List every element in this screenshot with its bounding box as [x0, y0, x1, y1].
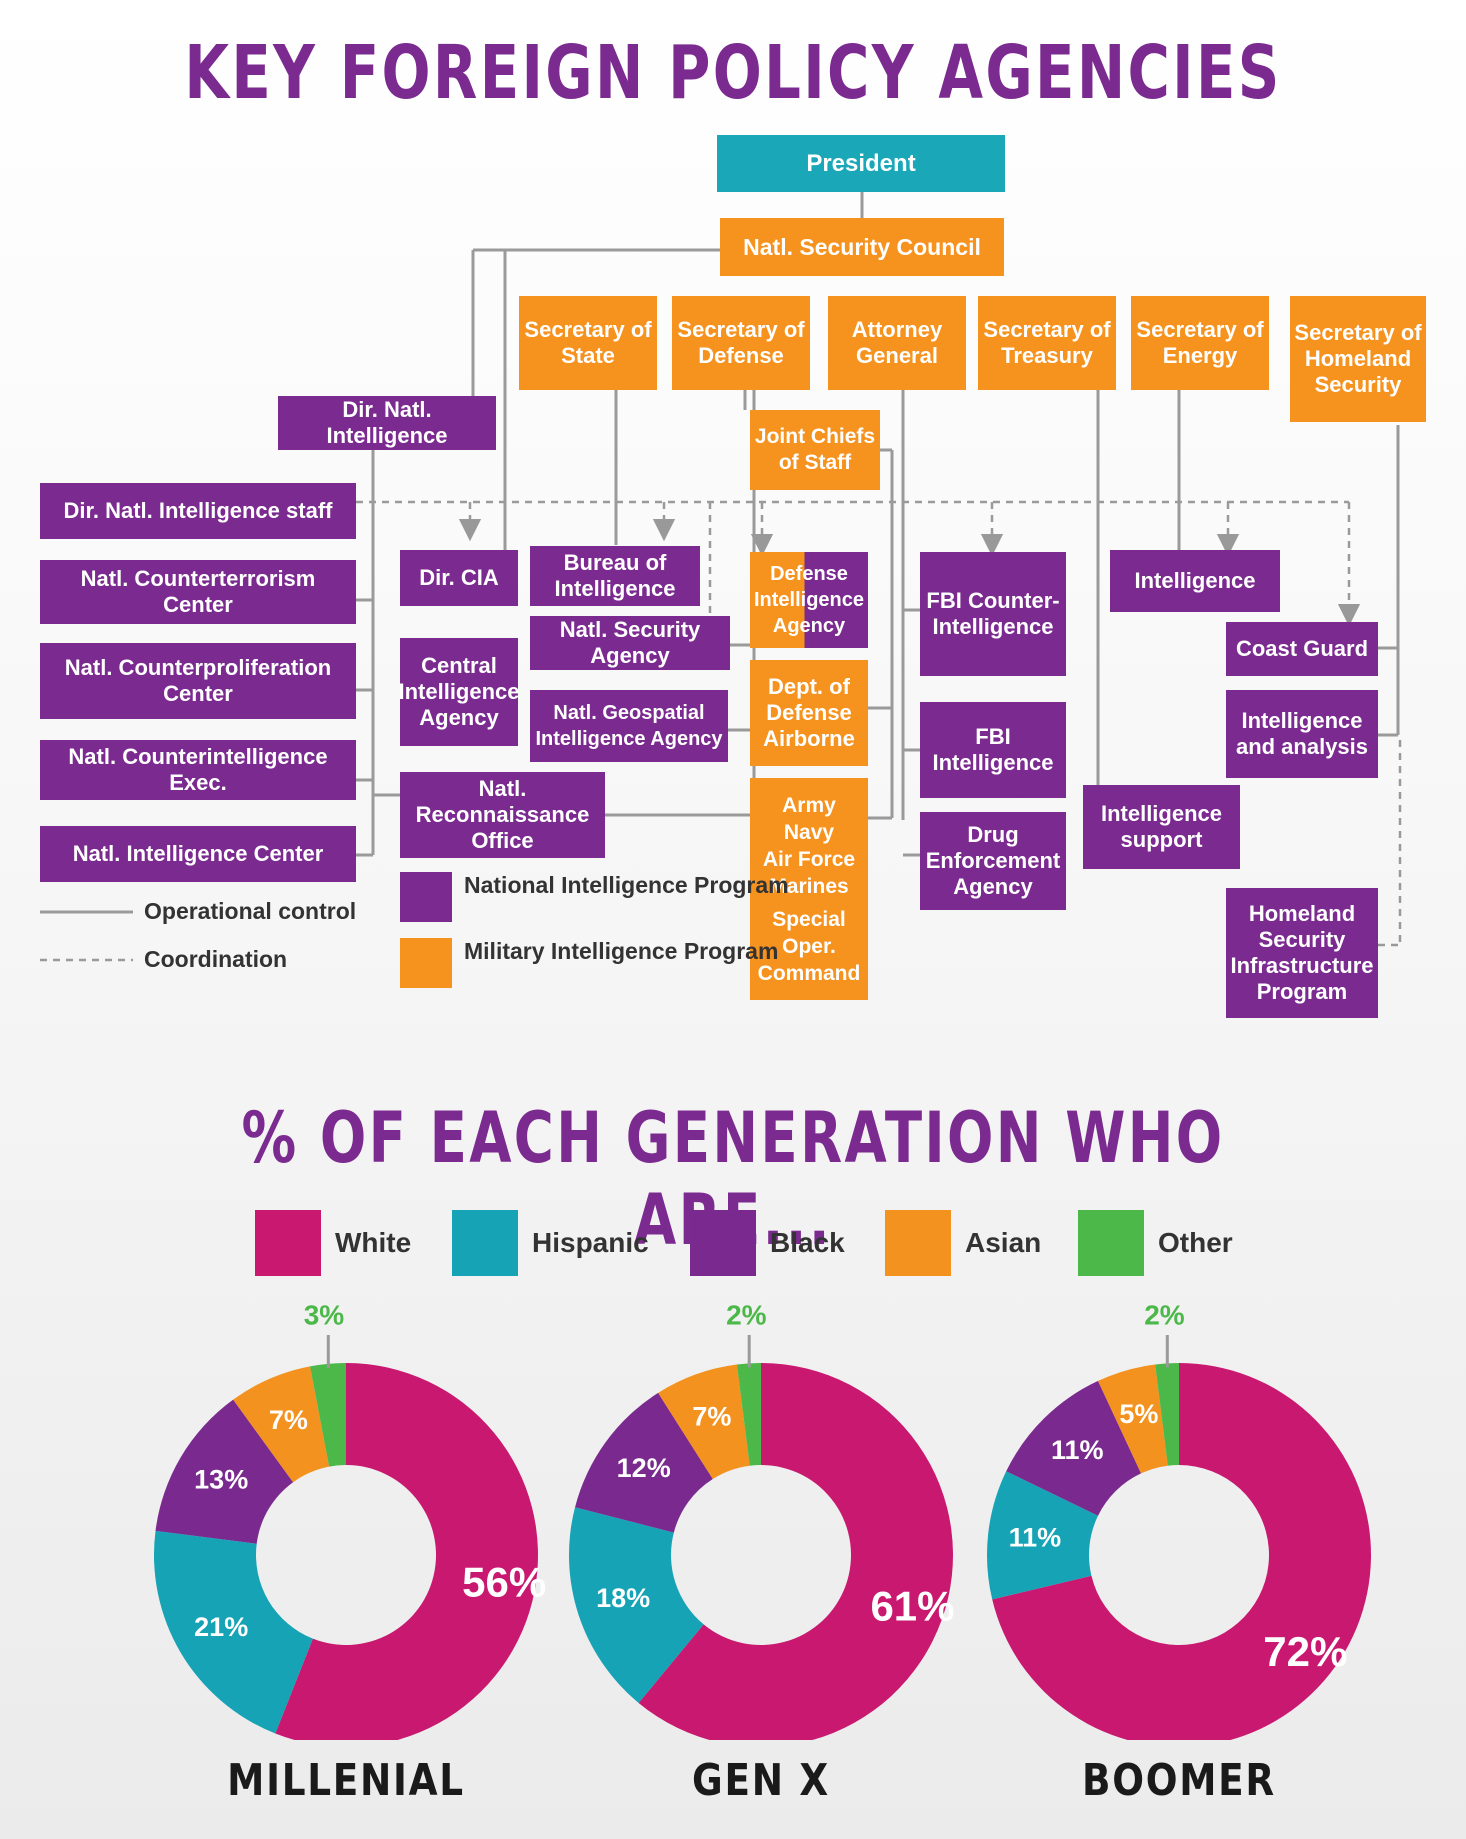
coast-guard-box: Coast Guard: [1226, 622, 1378, 676]
bureau-of-intelligence-box: Bureau of Intelligence: [530, 546, 700, 606]
generation-pie-charts: 56% 21% 13% 7% 3% 61% 18% 12% 7% 2% 72% 11% 11% 5% 2%: [153, 1300, 1371, 1740]
slice-gen-x-hispanic: [569, 1507, 704, 1703]
slice-gen-x-other: [736, 1363, 761, 1466]
service-special-ops: Special Oper. Command: [757, 907, 861, 985]
label-millenial-asian: 7%: [269, 1405, 308, 1435]
slice-millenial-asian: [233, 1366, 330, 1483]
national-intelligence-center-box: Natl. Intelligence Center: [40, 826, 356, 882]
nip-swatch: [400, 872, 452, 922]
slice-boomer-black: [1006, 1380, 1142, 1516]
counterproliferation-center-box: Natl. Counterproliferation Center: [40, 643, 356, 719]
label-millenial-hispanic: 21%: [194, 1612, 248, 1642]
counterintelligence-exec-box: Natl. Counterintelligence Exec.: [40, 740, 356, 800]
dhs-infrastructure-program-box: Homeland Security Infrastructure Program: [1226, 888, 1378, 1018]
joint-chiefs-of-staff-box: Joint Chiefs of Staff: [750, 410, 880, 490]
boomer-label: BOOMER: [1082, 1755, 1276, 1806]
mip-swatch: [400, 938, 452, 988]
fbi-intelligence-box: FBI Intelligence: [920, 702, 1066, 798]
operational-control-label: Operational control: [144, 898, 357, 924]
legend-label-asian: Asian: [965, 1227, 1042, 1258]
service-marines: Marines: [769, 874, 849, 898]
legend-item-other: Other: [1078, 1210, 1233, 1276]
label-gen-x-black: 12%: [617, 1453, 671, 1483]
legend-swatch-white: [255, 1210, 321, 1276]
legend-label-black: Black: [770, 1227, 845, 1258]
nip-label: National Intelligence Program: [464, 872, 789, 898]
president-box: President: [717, 135, 1005, 192]
slice-millenial-other: [310, 1363, 346, 1467]
fbi-counterintelligence-box: FBI Counter-Intelligence: [920, 552, 1066, 676]
attorney-general-box: Attorney General: [828, 296, 966, 390]
defense-intelligence-agency-box: Defense Intelligence Agency: [750, 552, 868, 648]
secretary-of-treasury-box: Secretary of Treasury: [978, 296, 1116, 390]
director-national-intelligence-box: Dir. Natl. Intelligence: [278, 396, 496, 450]
geospatial-intelligence-agency-box: Natl. Geospatial Intelligence Agency: [530, 690, 728, 762]
legend-label-white: White: [335, 1227, 412, 1258]
label-boomer-white: 72%: [1263, 1628, 1347, 1675]
service-navy: Navy: [783, 820, 835, 844]
label-boomer-other: 2%: [1144, 1300, 1185, 1330]
label-millenial-black: 13%: [194, 1464, 248, 1494]
treasury-intelligence-support-box: Intelligence support: [1083, 785, 1240, 869]
slice-millenial-hispanic: [153, 1530, 313, 1734]
label-millenial-white: 56%: [462, 1558, 546, 1605]
secretary-of-homeland-security-box: Secretary of Homeland Security: [1290, 296, 1426, 422]
secretary-of-defense-box: Secretary of Defense: [672, 296, 810, 390]
dni-staff-box: Dir. Natl. Intelligence staff: [40, 483, 356, 539]
service-air-force: Air Force: [762, 847, 856, 871]
label-gen-x-white: 61%: [870, 1583, 954, 1630]
legend-item-asian: Asian: [885, 1210, 1041, 1276]
slice-gen-x-asian: [658, 1364, 750, 1480]
dod-airborne-box: Dept. of Defense Airborne: [750, 660, 868, 766]
national-security-council-box: Natl. Security Council: [720, 218, 1004, 276]
slice-millenial-black: [155, 1399, 294, 1544]
legend-label-other: Other: [1158, 1227, 1233, 1258]
label-gen-x-asian: 7%: [692, 1402, 731, 1432]
label-millenial-other: 3%: [304, 1300, 345, 1330]
legend-swatch-asian: [885, 1210, 951, 1276]
secretary-of-state-box: Secretary of State: [519, 296, 657, 390]
label-boomer-asian: 5%: [1119, 1399, 1158, 1429]
dhs-intelligence-analysis-box: Intelligence and analysis: [1226, 690, 1378, 778]
legend-item-black: Black: [690, 1210, 845, 1276]
slice-boomer-hispanic: [986, 1471, 1098, 1600]
legend-item-hispanic: Hispanic: [452, 1210, 649, 1276]
coordination-label: Coordination: [144, 946, 288, 972]
legend-item-white: White: [255, 1210, 411, 1276]
label-gen-x-other: 2%: [726, 1300, 767, 1330]
director-cia-box: Dir. CIA: [400, 550, 518, 606]
secretary-of-energy-box: Secretary of Energy: [1131, 296, 1269, 390]
counterterrorism-center-box: Natl. Counterterrorism Center: [40, 560, 356, 624]
slice-boomer-other: [1155, 1363, 1179, 1466]
mip-label: Military Intelligence Program: [464, 938, 779, 964]
label-boomer-hispanic: 11%: [1009, 1522, 1062, 1552]
slice-gen-x-black: [575, 1392, 713, 1533]
legend-swatch-hispanic: [452, 1210, 518, 1276]
service-army: Army: [782, 793, 836, 817]
cia-box: Central Intelligence Agency: [398, 638, 520, 746]
slice-millenial-white: [275, 1363, 538, 1740]
slice-boomer-white: [992, 1363, 1371, 1740]
legend-swatch-black: [690, 1210, 756, 1276]
label-gen-x-hispanic: 18%: [596, 1583, 650, 1613]
slice-gen-x-white: [638, 1363, 953, 1740]
label-boomer-black: 11%: [1051, 1435, 1104, 1465]
org-chart-title: KEY FOREIGN POLICY AGENCIES: [184, 30, 1282, 116]
genx-label: GEN X: [692, 1755, 830, 1806]
millenial-label: MILLENIAL: [227, 1755, 465, 1806]
energy-intelligence-box: Intelligence: [1110, 550, 1280, 612]
reconnaissance-office-box: Natl. Reconnaissance Office: [400, 772, 605, 858]
military-services-box: Army Navy Air Force Marines Special Oper…: [750, 778, 868, 1000]
legend-swatch-other: [1078, 1210, 1144, 1276]
national-security-agency-box: Natl. Security Agency: [530, 616, 730, 670]
legend-label-hispanic: Hispanic: [532, 1227, 649, 1258]
drug-enforcement-agency-box: Drug Enforcement Agency: [920, 812, 1066, 910]
slice-boomer-asian: [1098, 1364, 1168, 1474]
